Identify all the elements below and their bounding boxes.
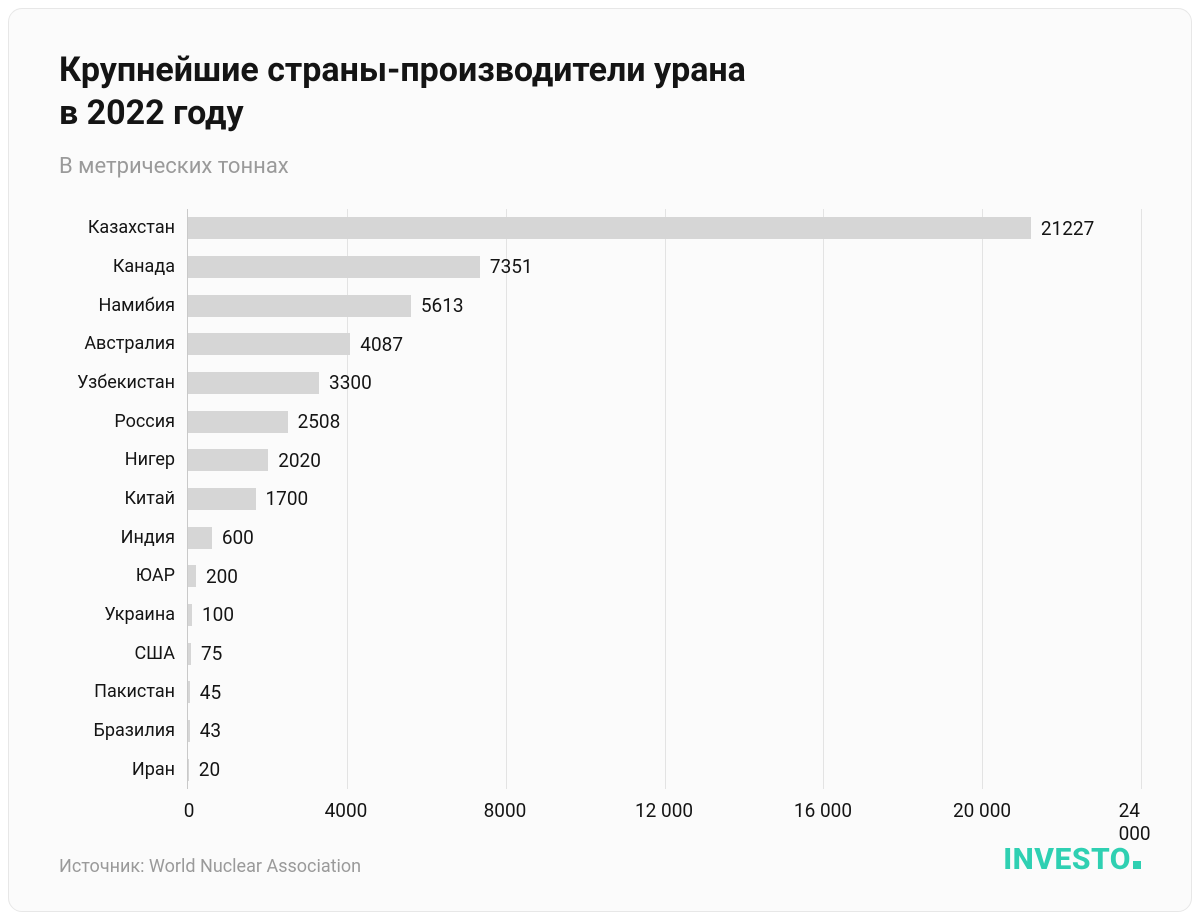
y-axis-label: Китай	[125, 490, 175, 508]
bar	[188, 527, 212, 549]
bar-row: 200	[188, 565, 1141, 587]
bar-value-label: 7351	[490, 257, 533, 276]
y-axis-label: Австралия	[84, 335, 175, 353]
y-axis-label: Иран	[132, 761, 175, 779]
bar-row: 2020	[188, 449, 1141, 471]
brand-text: INVESTO	[1003, 842, 1131, 877]
y-axis-label: Казахстан	[88, 219, 175, 237]
bar	[188, 565, 196, 587]
y-axis-label: США	[134, 645, 175, 663]
bar-row: 21227	[188, 217, 1141, 239]
bar-value-label: 2020	[278, 451, 321, 470]
bar-row: 5613	[188, 295, 1141, 317]
bar-value-label: 2508	[298, 412, 341, 431]
y-axis-label: Бразилия	[94, 722, 175, 740]
bar-row: 7351	[188, 256, 1141, 278]
bar-value-label: 43	[200, 721, 221, 740]
y-axis-label: Украина	[104, 606, 175, 624]
bar	[188, 488, 256, 510]
bar	[188, 411, 288, 433]
bar-value-label: 4087	[360, 335, 403, 354]
chart-area: Казахстан Канада Намибия Австралия Узбекиста…	[59, 209, 1141, 789]
bar	[188, 604, 192, 626]
bar	[188, 372, 319, 394]
bar	[188, 449, 268, 471]
bar-row: 45	[188, 681, 1141, 703]
bar-value-label: 100	[202, 605, 234, 624]
x-axis-tick-label: 16 000	[794, 799, 852, 822]
bar-row: 1700	[188, 488, 1141, 510]
brand-dot-icon	[1133, 861, 1141, 869]
x-axis-tick-label: 12 000	[635, 799, 693, 822]
chart-subtitle: В метрических тоннах	[59, 154, 1141, 179]
bar	[188, 720, 190, 742]
gridline	[1141, 209, 1142, 789]
bar-row: 2508	[188, 411, 1141, 433]
plot-area: 21227 7351 5613 4087 3300 2508 2020 1700 600 200 1…	[187, 209, 1141, 789]
bar	[188, 256, 480, 278]
chart-title: Крупнейшие страны-производители урана в …	[59, 49, 1141, 134]
bar-row: 75	[188, 643, 1141, 665]
bar-row: 20	[188, 759, 1141, 781]
bar-row: 100	[188, 604, 1141, 626]
x-axis-tick-label: 4000	[325, 799, 368, 822]
source-text: Источник: World Nuclear Association	[59, 856, 361, 877]
bar-value-label: 200	[206, 567, 238, 586]
footer: Источник: World Nuclear Association INVE…	[59, 842, 1141, 877]
bar-value-label: 20	[199, 760, 220, 779]
x-axis-tick-label: 24 000	[1119, 799, 1151, 845]
bar-value-label: 45	[200, 683, 221, 702]
y-axis-label: Нигер	[125, 451, 175, 469]
y-axis-label: Пакистан	[94, 683, 175, 701]
bar	[188, 217, 1031, 239]
bar-value-label: 21227	[1041, 219, 1094, 238]
x-axis-tick-label: 8000	[484, 799, 527, 822]
y-axis-label: Намибия	[99, 297, 175, 315]
x-axis-tick-label: 20 000	[953, 799, 1011, 822]
bar-row: 4087	[188, 333, 1141, 355]
chart-card: Крупнейшие страны-производители урана в …	[8, 8, 1192, 912]
bar	[188, 333, 350, 355]
bar-value-label: 1700	[266, 489, 309, 508]
x-axis: 04000800012 00016 00020 00024 000	[59, 799, 1141, 827]
x-axis-tick-label: 0	[184, 799, 195, 822]
bar-value-label: 75	[201, 644, 222, 663]
bar-row: 43	[188, 720, 1141, 742]
bar	[188, 643, 191, 665]
bar	[188, 681, 190, 703]
bar-value-label: 3300	[329, 373, 372, 392]
brand-logo: INVESTO	[1003, 842, 1141, 877]
bar-value-label: 600	[222, 528, 254, 547]
y-axis-label: Россия	[114, 413, 175, 431]
y-axis-label: ЮАР	[136, 567, 175, 585]
bar-row: 3300	[188, 372, 1141, 394]
x-axis-ticks: 04000800012 00016 00020 00024 000	[187, 799, 1141, 827]
bar	[188, 295, 411, 317]
y-axis-label: Канада	[113, 258, 175, 276]
y-axis-label: Индия	[121, 529, 175, 547]
bar-value-label: 5613	[421, 296, 464, 315]
bars-container: 21227 7351 5613 4087 3300 2508 2020 1700 600 200 1…	[188, 209, 1141, 789]
y-axis-label: Узбекистан	[77, 374, 175, 392]
y-axis-labels: Казахстан Канада Намибия Австралия Узбекиста…	[59, 209, 187, 789]
bar	[188, 759, 189, 781]
bar-row: 600	[188, 527, 1141, 549]
